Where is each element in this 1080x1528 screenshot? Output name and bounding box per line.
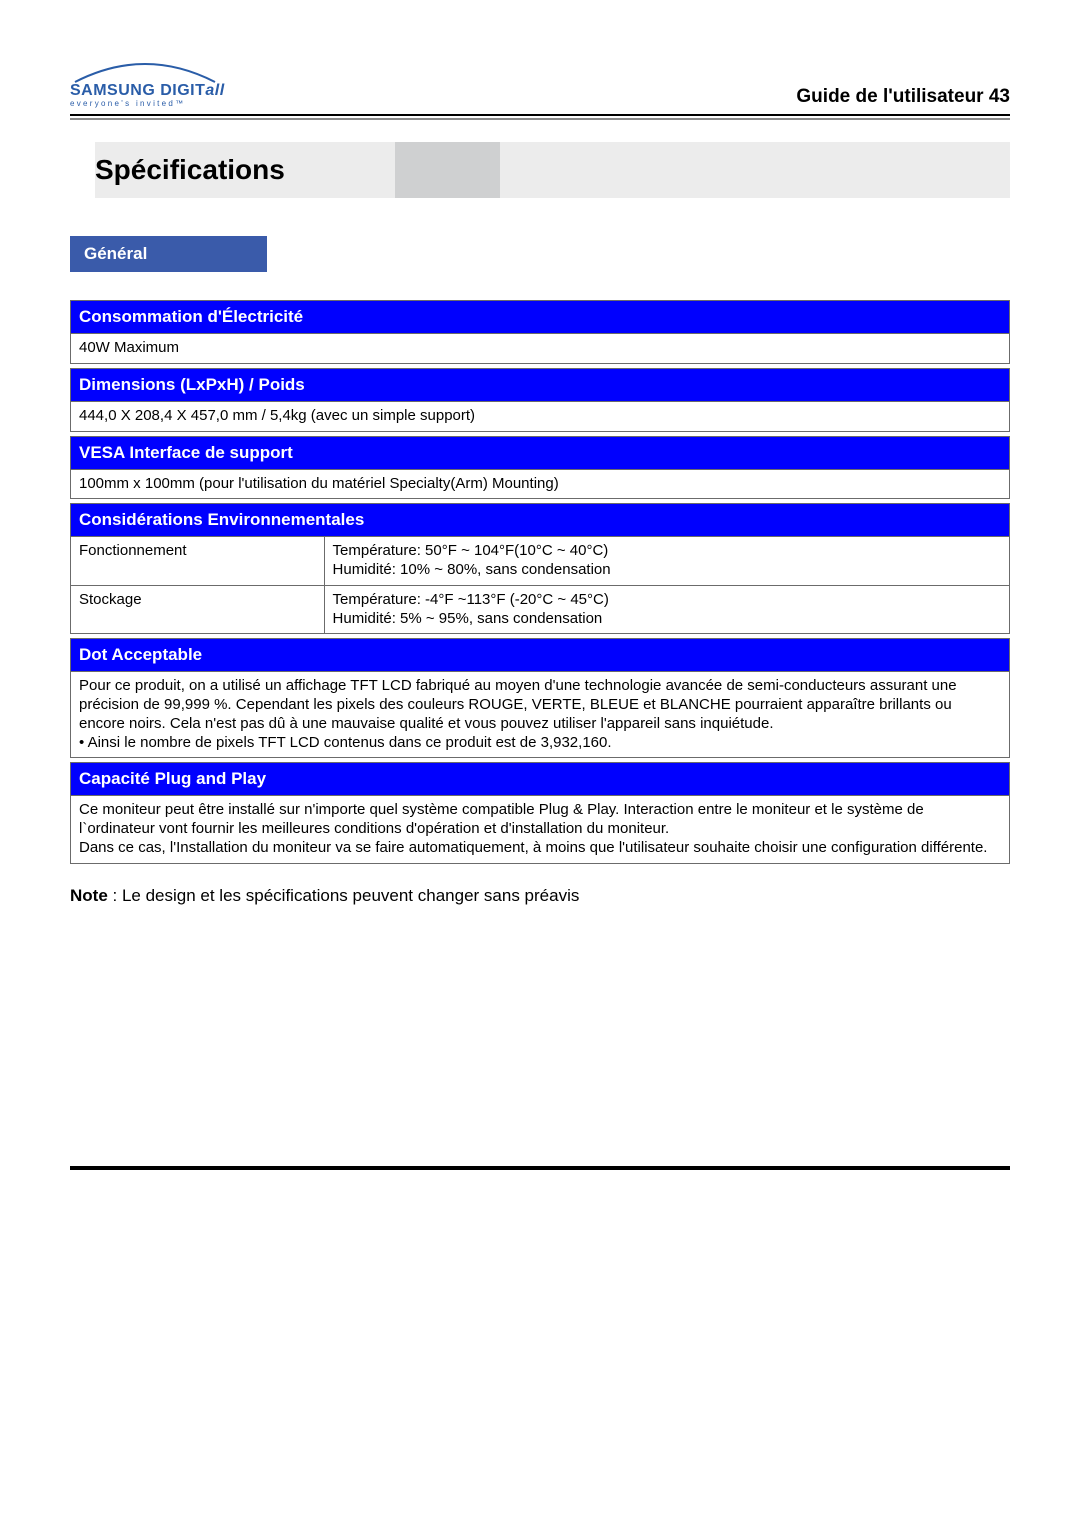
- logo-brand-suffix: DIGIT: [160, 82, 205, 99]
- title-rest: [500, 142, 1010, 198]
- header-power: Consommation d'Électricité: [71, 301, 1010, 334]
- cell-dot: Pour ce produit, on a utilisé un afficha…: [71, 672, 1010, 758]
- cell-pnp: Ce moniteur peut être installé sur n'imp…: [71, 796, 1010, 863]
- table-row: Fonctionnement Température: 50°F ~ 104°F…: [71, 537, 1010, 586]
- note-label: Note: [70, 886, 108, 905]
- table-power: Consommation d'Électricité 40W Maximum: [70, 300, 1010, 364]
- page-frame: SAMSUNG DIGITall everyone's invited™ Gui…: [70, 60, 1010, 1170]
- rule-thin: [70, 118, 1010, 120]
- header-env: Considérations Environnementales: [71, 504, 1010, 537]
- header-row: SAMSUNG DIGITall everyone's invited™ Gui…: [70, 60, 1010, 108]
- cell-power: 40W Maximum: [71, 334, 1010, 364]
- table-row: Stockage Température: -4°F ~113°F (-20°C…: [71, 585, 1010, 634]
- table-vesa: VESA Interface de support 100mm x 100mm …: [70, 436, 1010, 500]
- cell-vesa: 100mm x 100mm (pour l'utilisation du mat…: [71, 469, 1010, 499]
- samsung-logo: SAMSUNG DIGITall everyone's invited™: [70, 60, 220, 108]
- logo-brand-main: SAMSUNG: [70, 82, 155, 99]
- table-env: Considérations Environnementales Fonctio…: [70, 503, 1010, 634]
- page-number: 43: [989, 86, 1010, 107]
- cell-dimensions: 444,0 X 208,4 X 457,0 mm / 5,4kg (avec u…: [71, 401, 1010, 431]
- cell-env-st-label: Stockage: [71, 585, 325, 634]
- note-text: : Le design et les spécifications peuven…: [108, 886, 580, 905]
- title-spacer: [285, 142, 395, 198]
- title-left-pad: [70, 142, 95, 198]
- header-pnp: Capacité Plug and Play: [71, 763, 1010, 796]
- cell-env-st-value: Température: -4°F ~113°F (-20°C ~ 45°C)H…: [324, 585, 1009, 634]
- table-pnp: Capacité Plug and Play Ce moniteur peut …: [70, 762, 1010, 863]
- logo-brand-italic: all: [205, 82, 224, 99]
- guide-label: Guide de l'utilisateur: [796, 86, 983, 107]
- rule-thick: [70, 114, 1010, 116]
- table-dot: Dot Acceptable Pour ce produit, on a uti…: [70, 638, 1010, 758]
- header-dimensions: Dimensions (LxPxH) / Poids: [71, 368, 1010, 401]
- note-line: Note : Le design et les spécifications p…: [70, 886, 1010, 906]
- title-accent: [395, 142, 500, 198]
- page-title: Spécifications: [95, 154, 285, 186]
- page-title-block: Spécifications: [70, 142, 1010, 198]
- cell-env-op-value: Température: 50°F ~ 104°F(10°C ~ 40°C)Hu…: [324, 537, 1009, 586]
- table-dimensions: Dimensions (LxPxH) / Poids 444,0 X 208,4…: [70, 368, 1010, 432]
- tab-general: Général: [70, 236, 267, 272]
- cell-env-op-label: Fonctionnement: [71, 537, 325, 586]
- logo-tagline: everyone's invited™: [70, 99, 220, 108]
- logo-text: SAMSUNG DIGITall: [70, 82, 220, 100]
- guide-title: Guide de l'utilisateur 43: [796, 86, 1010, 108]
- header-dot: Dot Acceptable: [71, 639, 1010, 672]
- header-vesa: VESA Interface de support: [71, 436, 1010, 469]
